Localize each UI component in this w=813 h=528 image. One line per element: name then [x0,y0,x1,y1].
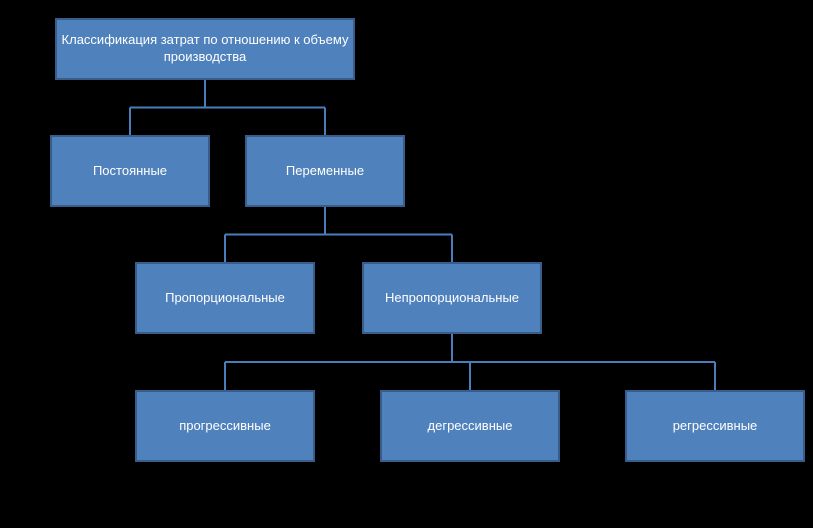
node-root: Классификация затрат по отношению к объе… [55,18,355,80]
node-degressive: дегрессивные [380,390,560,462]
node-nonproportional: Непропорциональные [362,262,542,334]
node-regressive: регрессивные [625,390,805,462]
node-fixed: Постоянные [50,135,210,207]
node-variable: Переменные [245,135,405,207]
node-progressive: прогрессивные [135,390,315,462]
node-proportional: Пропорциональные [135,262,315,334]
